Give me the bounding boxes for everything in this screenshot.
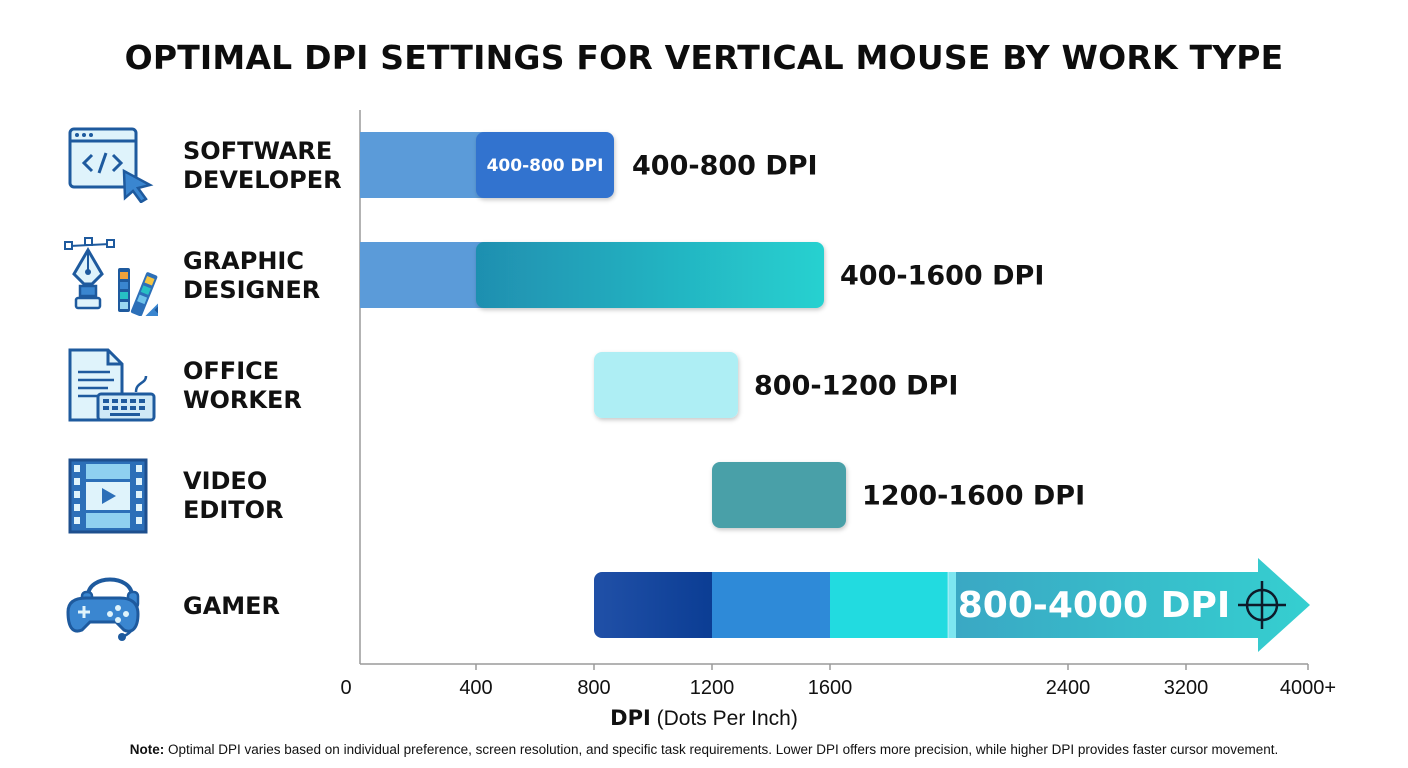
data-label-graphic-designer: 400-1600 DPI xyxy=(840,261,1044,292)
bar-gamer-segment xyxy=(712,572,830,638)
bar-inner-label-software-developer: 400-800 DPI xyxy=(487,156,604,176)
x-tick-label: 2400 xyxy=(1046,677,1091,699)
x-tick-label: 3200 xyxy=(1164,677,1209,699)
category-line: SOFTWARE xyxy=(183,137,333,165)
x-tick-label: 400 xyxy=(459,677,492,699)
footnote-text: Optimal DPI varies based on individual p… xyxy=(164,742,1279,757)
category-line: GRAPHIC xyxy=(183,247,304,275)
category-label-software-developer: SOFTWARE DEVELOPER xyxy=(183,137,342,195)
bar-lead-software-developer xyxy=(360,132,486,198)
document-keyboard-icon xyxy=(68,348,156,422)
x-tick-label: 1600 xyxy=(808,677,853,699)
bar-office-worker xyxy=(594,352,738,418)
bar-gamer-segment xyxy=(602,572,712,638)
category-label-gamer: GAMER xyxy=(183,592,280,621)
x-axis-title-rest: (Dots Per Inch) xyxy=(656,707,798,730)
bar-video-editor xyxy=(712,462,846,528)
x-tick-label: 800 xyxy=(577,677,610,699)
pen-tool-swatches-icon xyxy=(64,237,158,316)
film-strip-play-icon xyxy=(68,458,148,534)
category-line: OFFICE xyxy=(183,357,280,385)
category-label-video-editor: VIDEO EDITOR xyxy=(183,467,284,525)
category-line: GAMER xyxy=(183,592,281,620)
bar-software-developer xyxy=(476,132,614,198)
bar-gamer-segment xyxy=(830,572,948,638)
bar-graphic-designer xyxy=(476,242,824,308)
category-line: DEVELOPER xyxy=(183,166,342,194)
bar-lead-graphic-designer xyxy=(360,242,486,308)
bar-gamer-segment xyxy=(948,572,956,638)
category-label-graphic-designer: GRAPHIC DESIGNER xyxy=(183,247,320,305)
x-axis-title-bold: DPI xyxy=(610,706,651,730)
category-line: WORKER xyxy=(183,386,302,414)
chart-title: OPTIMAL DPI SETTINGS FOR VERTICAL MOUSE … xyxy=(124,38,1284,77)
category-label-office-worker: OFFICE WORKER xyxy=(183,357,302,415)
data-label-software-developer: 400-800 DPI xyxy=(632,151,818,182)
footnote: Note: Optimal DPI varies based on indivi… xyxy=(0,742,1408,757)
category-line: EDITOR xyxy=(183,496,284,524)
x-axis-title: DPI (Dots Per Inch) xyxy=(0,706,1408,731)
category-line: VIDEO xyxy=(183,467,268,495)
x-tick-label: 0 xyxy=(340,677,351,699)
x-tick-label: 1200 xyxy=(690,677,735,699)
data-label-gamer: 800-4000 DPI xyxy=(958,585,1230,626)
data-label-office-worker: 800-1200 DPI xyxy=(754,371,958,402)
x-tick-label: 4000+ xyxy=(1280,677,1336,699)
gamepad-headset-icon xyxy=(66,577,140,641)
bar-gamer-arrow xyxy=(956,558,1310,652)
category-line: DESIGNER xyxy=(183,276,321,304)
data-label-video-editor: 1200-1600 DPI xyxy=(862,481,1085,512)
footnote-label: Note: xyxy=(129,742,165,757)
code-window-cursor-icon xyxy=(68,127,154,203)
